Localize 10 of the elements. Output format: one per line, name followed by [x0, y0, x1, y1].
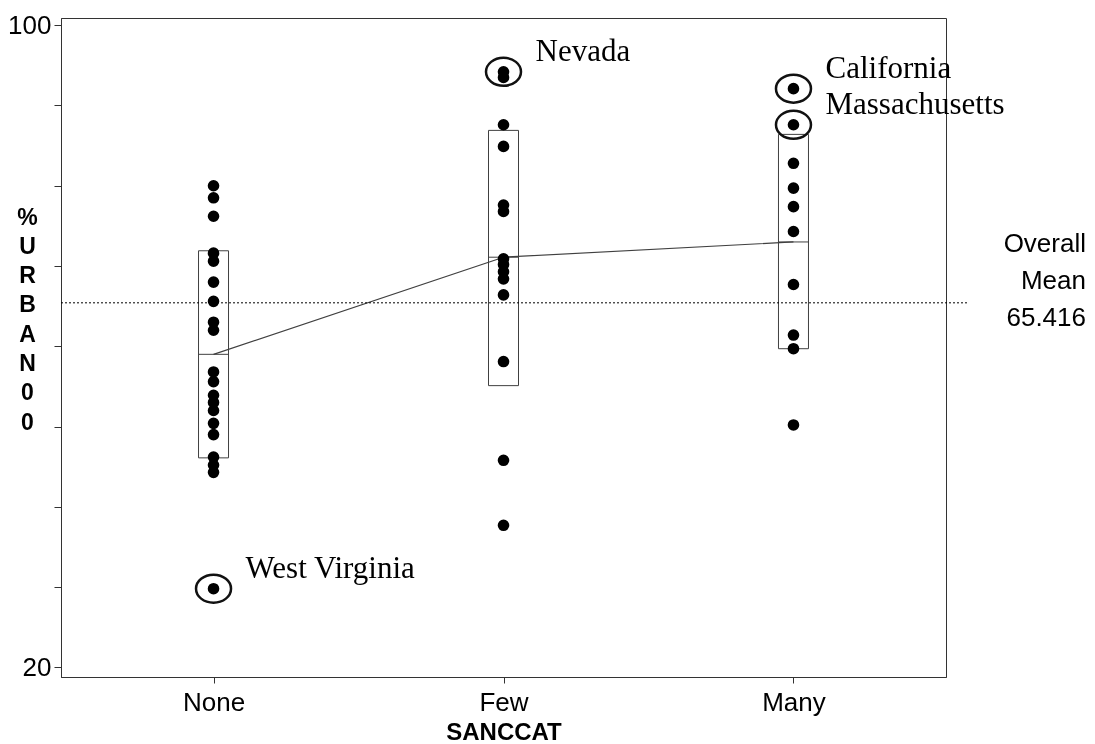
annotation: Nevada [535, 32, 631, 68]
x-tick-label: None [182, 686, 246, 717]
y-tick-label: 20 [22, 651, 52, 682]
annotation: West Virginia [245, 549, 416, 585]
x-tick-label: Many [762, 686, 826, 717]
x-axis-title: SANCCAT [446, 717, 563, 744]
y-tick-label: 100 [8, 9, 52, 40]
ref-line-label: Overall Mean 65.416 [1003, 227, 1086, 332]
y-axis-title: %URBAN00 [17, 203, 38, 435]
x-tick-label: Few [479, 686, 529, 717]
